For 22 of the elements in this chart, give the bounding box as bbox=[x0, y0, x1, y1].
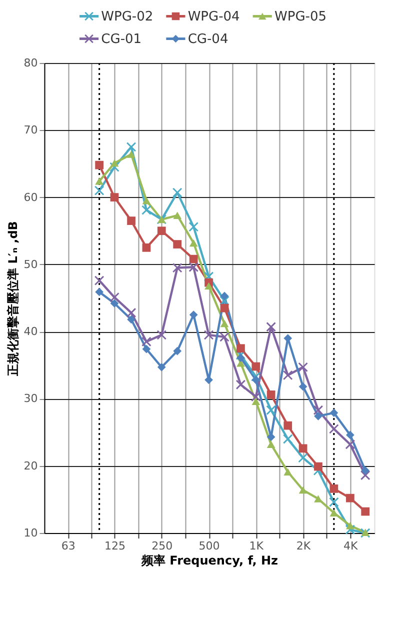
y-tick-label: 70 bbox=[24, 124, 38, 137]
y-tick-label: 30 bbox=[24, 392, 38, 406]
legend-label: CG-04 bbox=[188, 32, 228, 47]
y-tick-label: 10 bbox=[24, 526, 38, 540]
legend-label: WPG-05 bbox=[274, 9, 326, 24]
y-tick-label: 60 bbox=[24, 190, 38, 204]
y-axis-title: 正規化衝擊音壓位準 L′ₙ ,dB bbox=[6, 221, 20, 377]
x-tick-label: 2K bbox=[296, 540, 312, 552]
x-tick-label: 1K bbox=[249, 540, 264, 552]
x-axis-title: 频率 Frequency, f, Hz bbox=[140, 554, 278, 568]
y-tick-label: 20 bbox=[24, 459, 38, 472]
legend-label: WPG-04 bbox=[188, 9, 240, 24]
y-tick-label: 40 bbox=[24, 325, 38, 338]
legend-label: CG-01 bbox=[101, 32, 142, 47]
x-tick-label: 125 bbox=[104, 540, 126, 552]
x-tick-label: 63 bbox=[61, 540, 76, 552]
y-tick-label: 50 bbox=[24, 258, 38, 271]
y-tick-label: 80 bbox=[24, 56, 38, 70]
x-tick-label: 250 bbox=[152, 540, 173, 552]
legend-label: WPG-02 bbox=[101, 9, 154, 24]
x-tick-label: 500 bbox=[198, 540, 220, 552]
x-tick-label: 4K bbox=[344, 540, 359, 552]
